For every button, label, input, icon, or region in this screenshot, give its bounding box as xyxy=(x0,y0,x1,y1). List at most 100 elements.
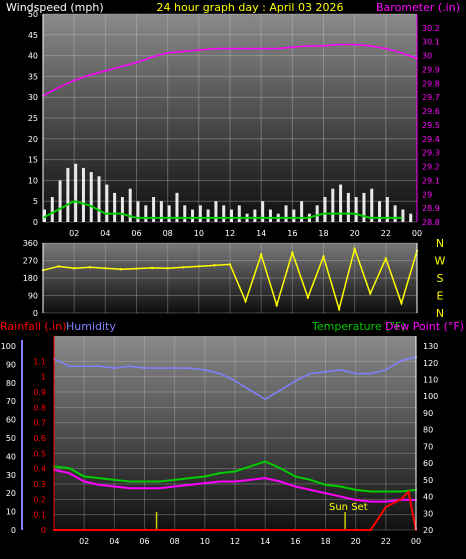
dewpoint-point xyxy=(218,480,221,483)
dewpoint-point xyxy=(279,480,282,483)
wind-speed-bar xyxy=(81,167,85,222)
rainfall-tick-label: 0.6 xyxy=(33,434,46,443)
barometer-point xyxy=(166,51,169,54)
rainfall-point xyxy=(264,529,267,531)
wind-avg-point xyxy=(88,204,91,207)
rainfall-tick-label: 0.8 xyxy=(33,403,46,412)
wind-speed-bar xyxy=(206,209,210,222)
wind-speed-bar xyxy=(315,205,319,222)
wind-speed-bar xyxy=(339,184,343,222)
windspeed-tick-label: 25 xyxy=(28,114,38,123)
temperature-tick-label: 60 xyxy=(423,459,433,468)
temperature-point xyxy=(203,475,206,478)
wind-avg-point xyxy=(57,208,60,211)
windspeed-tick-label: 45 xyxy=(28,31,38,40)
wind-direction-point xyxy=(197,265,201,268)
rainfall-tick-label: 0.7 xyxy=(33,419,46,428)
barometer-tick-label: 30.1 xyxy=(422,38,440,47)
humidity-point xyxy=(68,365,71,368)
temperature-point xyxy=(113,478,116,481)
rainfall-tick-label: 0.9 xyxy=(33,388,46,397)
wind-speed-bar xyxy=(50,197,54,222)
dewpoint-point xyxy=(128,487,131,490)
wind-direction-point xyxy=(57,265,60,268)
wind-direction-point xyxy=(322,255,325,258)
rainfall-point xyxy=(309,529,312,531)
dir-tick-label: 90 xyxy=(28,292,38,301)
rainfall-tick-label: 1.1 xyxy=(33,357,46,366)
wind-speed-bar xyxy=(144,205,148,222)
wind-direction-point xyxy=(135,267,138,270)
x-tick-label: 10 xyxy=(194,229,204,238)
compass-label: N xyxy=(436,307,444,320)
wind-avg-point xyxy=(369,216,372,219)
barometer-tick-label: 29.8 xyxy=(422,79,440,88)
dir-tick-label: 0 xyxy=(33,309,38,318)
dewpoint-point xyxy=(384,500,387,503)
humidity-point xyxy=(98,365,101,368)
wind-direction-point xyxy=(291,251,294,254)
compass-label: E xyxy=(437,290,444,303)
humidity-point xyxy=(188,367,191,370)
wind-direction-point xyxy=(213,264,216,267)
humidity-point xyxy=(218,372,221,375)
dewpoint-point xyxy=(68,472,71,475)
wind-avg-point xyxy=(119,212,122,215)
compass-label: W xyxy=(435,255,446,268)
wind-direction-point xyxy=(353,247,356,251)
barometer-point xyxy=(197,49,200,52)
wind-speed-bar xyxy=(74,163,78,222)
temperature-point xyxy=(218,472,221,475)
wind-avg-point xyxy=(182,216,185,219)
rainfall-point xyxy=(294,529,297,531)
wind-speed-bar xyxy=(58,180,62,222)
humidity-tick-label: 100 xyxy=(1,342,16,351)
wind-speed-bar xyxy=(97,176,101,222)
dewpoint-point xyxy=(203,482,206,485)
dewpoint-point xyxy=(309,488,312,491)
humidity-point xyxy=(249,389,252,392)
temperature-point xyxy=(324,483,327,486)
dewpoint-point xyxy=(294,485,297,488)
temperature-point xyxy=(98,477,101,480)
temperature-point xyxy=(143,480,146,483)
humidity-tick-label: 30 xyxy=(6,471,16,480)
rainfall-tick-label: 1 xyxy=(41,373,46,382)
wind-speed-bar xyxy=(401,209,405,222)
wind-direction-point xyxy=(369,292,372,295)
wind-direction-point xyxy=(228,263,232,266)
barometer-point xyxy=(151,55,154,58)
barometer-point xyxy=(57,86,60,89)
dir-tick-label: 270 xyxy=(23,257,38,266)
temperature-point xyxy=(234,470,236,473)
temperature-point xyxy=(369,490,372,493)
rainfall-tick-label: 0 xyxy=(41,526,46,535)
wind-speed-bar xyxy=(268,209,272,222)
temperature-point xyxy=(128,480,131,483)
wind-speed-bar xyxy=(261,201,265,222)
x-tick-label: 08 xyxy=(170,537,180,546)
humidity-point xyxy=(339,368,342,371)
barometer-point xyxy=(244,47,247,50)
windspeed-tick-label: 20 xyxy=(28,135,38,144)
rainfall-point xyxy=(354,529,357,531)
dewpoint-point xyxy=(324,492,327,495)
wind-avg-point xyxy=(322,212,325,215)
wind-speed-bar xyxy=(222,205,226,222)
barometer-point xyxy=(322,44,325,47)
wind-speed-bar xyxy=(105,184,109,222)
temperature-point xyxy=(309,478,312,481)
barometer-series xyxy=(42,43,418,97)
barometer-tick-label: 30.2 xyxy=(422,24,440,33)
chart-title: 24 hour graph day : April 03 2026 xyxy=(157,1,344,14)
wind-speed-bar xyxy=(128,188,132,222)
humidity-tick-label: 50 xyxy=(6,434,16,443)
temperature-point xyxy=(339,485,342,488)
dewpoint-point xyxy=(354,498,357,501)
rainfall-line xyxy=(54,489,417,531)
x-tick-label: 06 xyxy=(139,537,149,546)
barometer-axis-label: Barometer (.in) xyxy=(376,1,460,14)
wind-speed-bar xyxy=(362,192,366,222)
wind-speed-bar xyxy=(237,205,241,222)
barometer-point xyxy=(73,79,76,82)
